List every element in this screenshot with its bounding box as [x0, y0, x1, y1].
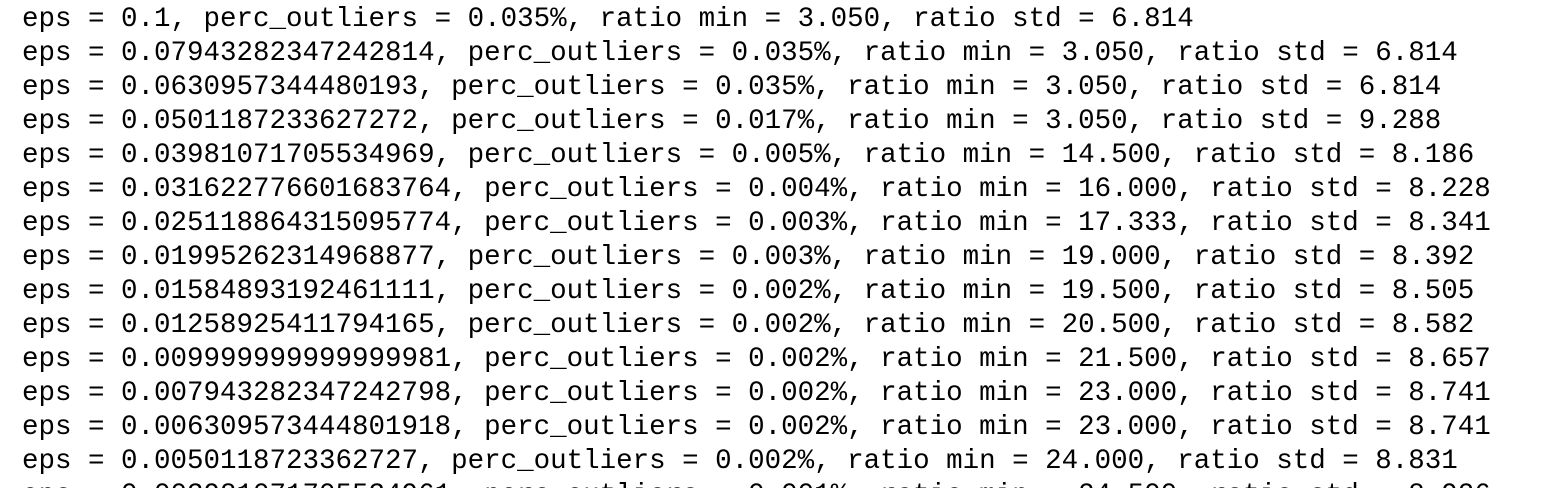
output-line: eps = 0.006309573444801918, perc_outlier… — [22, 412, 1491, 443]
output-line: eps = 0.025118864315095774, perc_outlier… — [22, 208, 1491, 239]
output-line: eps = 0.01995262314968877, perc_outliers… — [22, 242, 1475, 273]
output-line: eps = 0.031622776601683764, perc_outlier… — [22, 174, 1491, 205]
output-line: eps = 0.1, perc_outliers = 0.035%, ratio… — [22, 4, 1194, 35]
output-line: eps = 0.01258925411794165, perc_outliers… — [22, 310, 1475, 341]
output-line: eps = 0.009999999999999981, perc_outlier… — [22, 344, 1491, 375]
output-line: eps = 0.0630957344480193, perc_outliers … — [22, 72, 1442, 103]
output-line: eps = 0.07943282347242814, perc_outliers… — [22, 38, 1458, 69]
output-line: eps = 0.01584893192461111, perc_outliers… — [22, 276, 1475, 307]
output-line: eps = 0.0501187233627272, perc_outliers … — [22, 106, 1442, 137]
output-line: eps = 0.003981071705534961, perc_outlier… — [22, 479, 1550, 488]
output-line: eps = 0.007943282347242798, perc_outlier… — [22, 378, 1491, 409]
output-line: eps = 0.0050118723362727, perc_outliers … — [22, 446, 1458, 477]
output-line: eps = 0.03981071705534969, perc_outliers… — [22, 140, 1475, 171]
